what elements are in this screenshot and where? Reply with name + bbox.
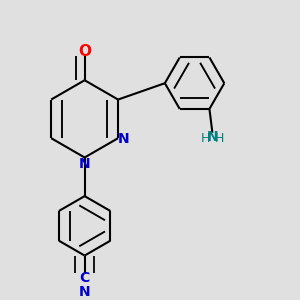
Text: N: N [118,132,130,146]
Text: C: C [80,271,90,285]
Text: N: N [207,130,218,144]
Text: H: H [200,132,210,145]
Text: N: N [79,157,90,171]
Text: O: O [78,44,91,59]
Text: H: H [215,132,224,145]
Text: N: N [79,285,90,299]
